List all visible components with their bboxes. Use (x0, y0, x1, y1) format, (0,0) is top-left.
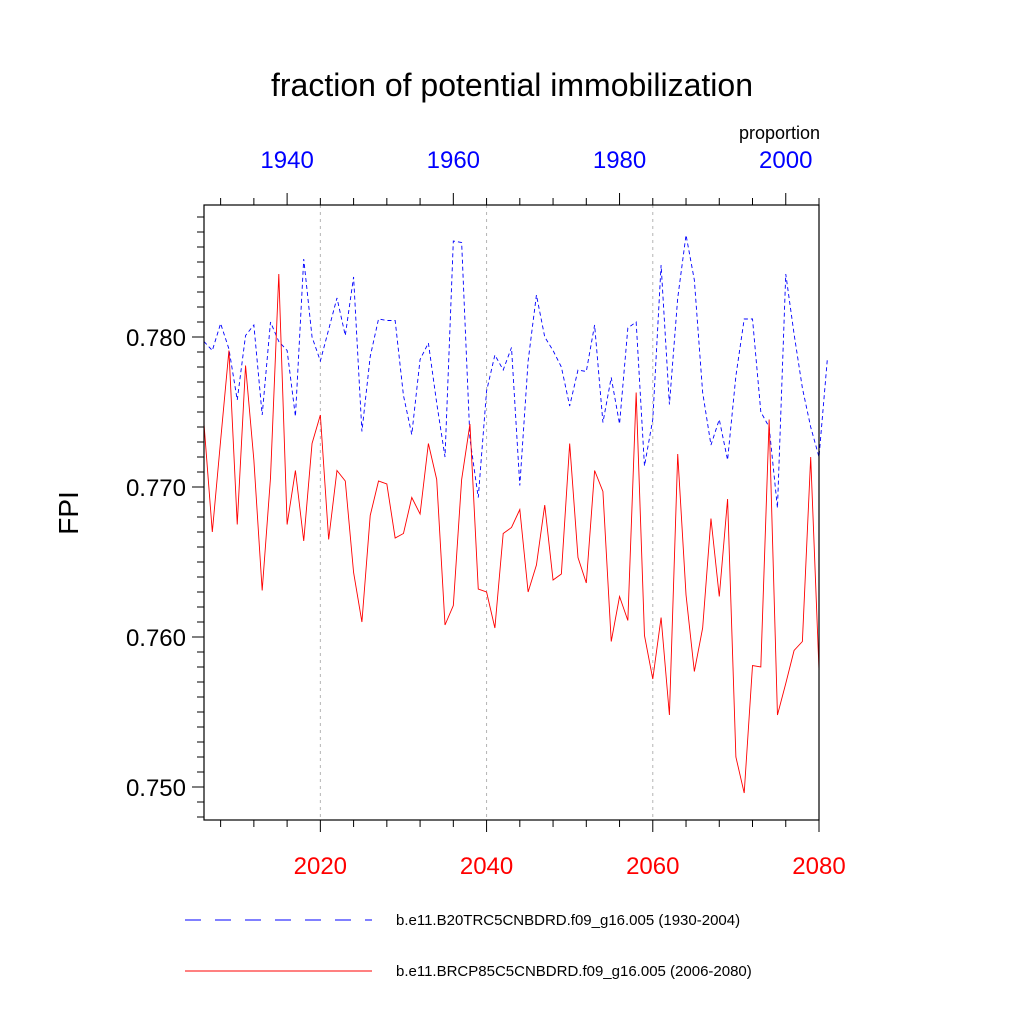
top-tick-label: 1960 (427, 147, 480, 174)
y-tick-label: 0.760 (126, 625, 186, 652)
top-tick-label: 1940 (260, 147, 313, 174)
bottom-x-axis: 2020 2040 2060 2080 (220, 820, 846, 880)
y-axis: 0.780 0.770 0.760 0.750 (126, 216, 204, 818)
top-x-axis: 1940 1960 1980 2000 (220, 147, 820, 205)
y-tick-label: 0.780 (126, 325, 186, 352)
series-line-future (203, 273, 820, 794)
gridlines (319, 205, 654, 820)
legend: b.e11.B20TRC5CNBDRD.f09_g16.005 (1930-20… (185, 912, 752, 980)
y-tick-label: 0.770 (126, 475, 186, 502)
chart-title: fraction of potential immobilization (271, 67, 753, 103)
bottom-tick-label: 2040 (460, 853, 513, 880)
series-line-historical (203, 234, 828, 509)
legend-label-historical: b.e11.B20TRC5CNBDRD.f09_g16.005 (1930-20… (396, 912, 740, 929)
top-tick-label: 1980 (593, 147, 646, 174)
bottom-tick-label: 2060 (626, 853, 679, 880)
y-axis-label: FPI (53, 491, 84, 535)
y-tick-label: 0.750 (126, 775, 186, 802)
legend-label-future: b.e11.BRCP85C5CNBDRD.f09_g16.005 (2006-2… (396, 963, 752, 980)
series-lines (203, 234, 828, 794)
plot-frame (203, 204, 820, 821)
bottom-tick-label: 2020 (294, 853, 347, 880)
bottom-tick-label: 2080 (792, 853, 845, 880)
top-tick-label: 2000 (759, 147, 812, 174)
units-label: proportion (739, 123, 820, 143)
